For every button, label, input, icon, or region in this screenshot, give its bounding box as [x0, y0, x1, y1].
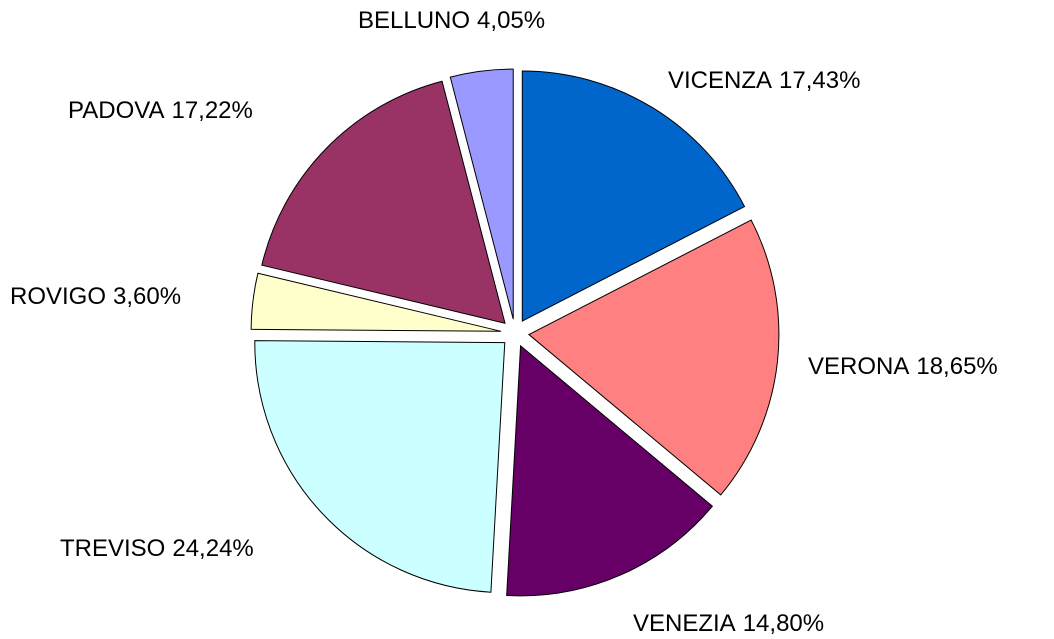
pie-slice [528, 219, 780, 496]
slice-label: PADOVA 17,22% [68, 97, 253, 124]
category-name: ROVIGO [10, 283, 106, 310]
value-label: 4,05% [477, 7, 545, 34]
value-label: 14,80% [743, 610, 824, 637]
value-label: 24,24% [172, 535, 253, 562]
pie-slice [254, 340, 506, 593]
slice-label: TREVISO 24,24% [60, 535, 254, 562]
category-name: VENEZIA [633, 610, 736, 637]
category-name: TREVISO [60, 535, 165, 562]
slice-label: VERONA 18,65% [808, 353, 998, 380]
category-name: BELLUNO [358, 7, 470, 34]
pie-slice [261, 80, 506, 324]
category-name: PADOVA [68, 97, 164, 124]
pie-slice [449, 68, 514, 320]
category-name: VERONA [808, 353, 909, 380]
value-label: 3,60% [113, 283, 181, 310]
value-label: 17,43% [779, 67, 860, 94]
pie-slice [250, 272, 502, 332]
value-label: 18,65% [916, 353, 997, 380]
value-label: 17,22% [171, 97, 252, 124]
pie-slice [506, 344, 714, 597]
pie-slice [521, 70, 746, 322]
slice-label: VICENZA 17,43% [668, 67, 860, 94]
slice-label: BELLUNO 4,05% [358, 7, 545, 34]
slice-label: ROVIGO 3,60% [10, 283, 181, 310]
category-name: VICENZA [668, 67, 772, 94]
slice-label: VENEZIA 14,80% [633, 610, 824, 637]
